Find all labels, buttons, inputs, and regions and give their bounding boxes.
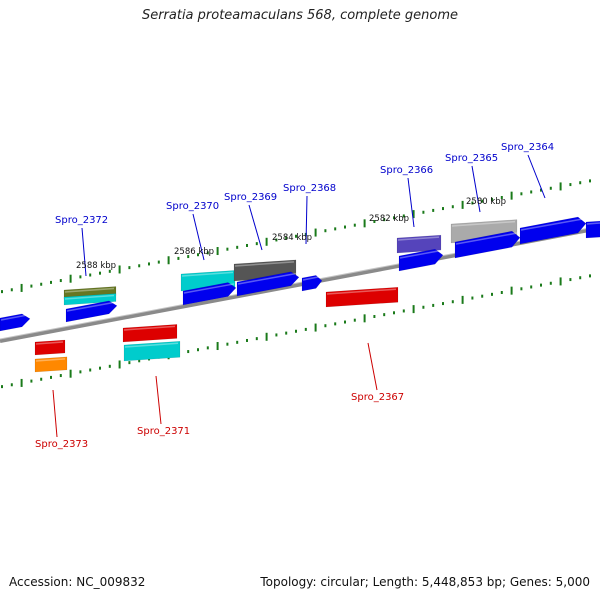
label-leader-line (248, 204, 263, 251)
gene-label-spro-2373[interactable]: Spro_2373 (35, 439, 88, 450)
label-leader-line (305, 195, 308, 245)
gene-feature-highlight (326, 288, 397, 295)
gene-label-spro-2364[interactable]: Spro_2364 (501, 142, 554, 153)
gene-feature-highlight (35, 341, 64, 345)
gene-label-spro-2368[interactable]: Spro_2368 (283, 183, 336, 194)
scale-ticks-top (1, 179, 591, 294)
gene-feature-highlight (302, 275, 321, 281)
gene-label-spro-2366[interactable]: Spro_2366 (380, 165, 433, 176)
gene-feature (301, 275, 323, 292)
gene-feature (325, 286, 399, 308)
gene-feature-highlight (455, 232, 519, 245)
gene-label-spro-2369[interactable]: Spro_2369 (224, 192, 277, 203)
gene-feature (0, 313, 31, 332)
scale-ticks-bottom (1, 274, 591, 389)
gene-feature-highlight (66, 301, 116, 312)
gene-feature-highlight (64, 287, 115, 293)
gene-label-spro-2370[interactable]: Spro_2370 (166, 201, 219, 212)
scale-label-2584: 2584 kbp (272, 233, 312, 243)
gene-label-spro-2371[interactable]: Spro_2371 (137, 426, 190, 437)
gene-feature (396, 234, 442, 254)
map-title: Serratia proteamaculans 568, complete ge… (141, 8, 459, 23)
gene-feature-highlight (123, 325, 176, 331)
label-leader-line (471, 165, 481, 213)
accession-text: Accession: NC_009832 (9, 575, 146, 589)
scale-label-2586: 2586 kbp (174, 247, 214, 257)
genome-summary-text: Topology: circular; Length: 5,448,853 bp… (260, 575, 590, 589)
gene-feature (398, 248, 444, 272)
scale-label-2580: 2580 kbp (466, 197, 506, 207)
gene-label-spro-2372[interactable]: Spro_2372 (55, 215, 108, 226)
gene-feature (585, 220, 600, 239)
gene-feature-highlight (64, 294, 115, 300)
gene-feature (519, 216, 587, 245)
gene-feature-highlight (397, 236, 440, 241)
label-leader-line (527, 154, 546, 199)
gene-feature-highlight (0, 314, 29, 321)
gene-feature-highlight (183, 283, 235, 294)
gene-feature (34, 356, 68, 373)
scale-label-2588: 2588 kbp (76, 261, 116, 271)
gene-feature (182, 282, 237, 306)
label-leader-line (81, 227, 87, 277)
gene-feature (122, 324, 178, 343)
gene-feature (123, 341, 181, 362)
gene-features (0, 216, 600, 373)
label-leader-line (407, 177, 415, 228)
label-leader-line (367, 342, 378, 391)
gene-feature (454, 230, 521, 259)
gene-feature (236, 271, 300, 297)
gene-feature-highlight (399, 249, 442, 259)
gene-label-spro-2365[interactable]: Spro_2365 (445, 153, 498, 164)
label-leader-line (52, 389, 58, 438)
label-leader-line (192, 213, 205, 261)
gene-label-spro-2367[interactable]: Spro_2367 (351, 392, 404, 403)
gene-feature-highlight (181, 271, 234, 277)
gene-feature-highlight (451, 220, 516, 227)
gene-feature-highlight (586, 222, 600, 225)
label-leader-line (155, 375, 162, 425)
gene-feature-highlight (124, 342, 179, 348)
gene-feature (34, 339, 66, 356)
gene-feature-highlight (520, 217, 585, 231)
label-leaders (52, 154, 546, 438)
scale-label-2582: 2582 kbp (369, 214, 409, 224)
gene-feature-highlight (237, 272, 298, 285)
gene-feature-highlight (234, 261, 295, 267)
gene-feature (65, 300, 118, 323)
gene-feature-highlight (35, 358, 66, 362)
